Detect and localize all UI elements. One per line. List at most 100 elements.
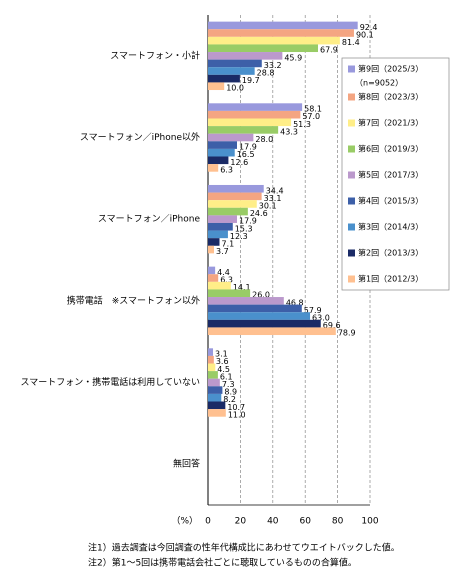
bar xyxy=(208,67,255,75)
bar xyxy=(208,312,311,320)
legend-swatch xyxy=(348,171,355,179)
value-label: 43.3 xyxy=(280,127,298,136)
value-label: 30.1 xyxy=(259,201,277,210)
bar xyxy=(208,401,226,410)
value-label: 34.4 xyxy=(266,186,284,195)
x-tick-label: 40 xyxy=(267,517,279,527)
value-label: 3.6 xyxy=(216,357,229,366)
legend-label: 第1回（2012/3） xyxy=(358,274,423,284)
bar xyxy=(208,304,302,313)
bar xyxy=(208,74,240,83)
value-label: 46.8 xyxy=(286,298,304,307)
value-label: 4.4 xyxy=(217,268,230,277)
bar xyxy=(208,103,303,111)
bar xyxy=(208,289,251,298)
legend-swatch xyxy=(348,65,355,73)
category-label: 無回答 xyxy=(173,458,200,470)
value-label: 12.6 xyxy=(230,158,248,167)
bar xyxy=(208,348,214,356)
value-label: 14.1 xyxy=(233,283,251,292)
value-label: 7.3 xyxy=(222,380,235,389)
value-label: 17.9 xyxy=(239,143,257,152)
bar xyxy=(208,297,284,305)
value-label: 33.2 xyxy=(264,61,282,70)
legend-swatch xyxy=(348,93,355,101)
category-label: スマートフォン・携帯電話は利用していない xyxy=(21,376,200,388)
bar xyxy=(208,36,340,45)
legend-box xyxy=(341,57,450,291)
value-label: 51.3 xyxy=(293,120,311,129)
category-label: 携帯電話 ※スマートフォン以外 xyxy=(67,294,200,306)
x-tick-label: 20 xyxy=(235,517,247,527)
value-label: 16.5 xyxy=(237,150,255,159)
value-label: 58.1 xyxy=(304,105,322,114)
bar xyxy=(208,141,237,149)
value-label: 6.3 xyxy=(220,276,233,285)
x-unit: （%） xyxy=(171,516,198,527)
x-tick-label: 80 xyxy=(332,517,344,527)
legend-swatch xyxy=(348,145,355,153)
category-label: スマートフォン／iPhone xyxy=(98,214,201,225)
bar xyxy=(208,378,220,387)
bar xyxy=(208,133,254,142)
value-label: 90.1 xyxy=(356,31,374,40)
note: 注2）第1～5回は携帯電話会社ごとに聴取しているものの合算値。 xyxy=(88,557,357,569)
value-label: 7.1 xyxy=(222,239,235,248)
legend-label: 第9回（2025/3） xyxy=(358,64,423,74)
bar xyxy=(208,386,223,394)
bar xyxy=(208,126,279,134)
legend-swatch xyxy=(348,249,355,257)
legend-label: 第2回（2013/3） xyxy=(358,248,423,258)
value-label: 10.7 xyxy=(227,403,245,412)
bar xyxy=(208,82,225,91)
x-tick-label: 60 xyxy=(299,517,311,527)
bar xyxy=(208,274,219,282)
bar xyxy=(208,238,220,246)
value-label: 11.0 xyxy=(228,410,246,419)
bar xyxy=(208,355,214,364)
bar xyxy=(208,207,248,216)
bar xyxy=(208,266,216,275)
value-label: 57.9 xyxy=(304,306,322,315)
bar xyxy=(208,409,226,417)
bar xyxy=(208,52,283,60)
bar xyxy=(208,371,218,379)
value-label: 12.3 xyxy=(230,232,248,241)
legend-swatch xyxy=(348,275,355,283)
legend-label: 第3回（2014/3） xyxy=(358,222,423,232)
value-label: 63.0 xyxy=(312,314,330,323)
bar xyxy=(208,281,231,290)
bar xyxy=(208,327,336,336)
bar xyxy=(208,156,229,165)
x-tick-label: 0 xyxy=(205,517,211,527)
bar xyxy=(208,200,257,208)
legend-swatch xyxy=(348,223,355,231)
bar xyxy=(208,184,264,193)
value-label: 6.3 xyxy=(220,165,233,174)
value-label: 26.0 xyxy=(252,291,270,300)
bar xyxy=(208,148,235,157)
value-label: 6.1 xyxy=(220,372,233,381)
legend-label: 第7回（2021/3） xyxy=(358,118,423,128)
value-label: 67.9 xyxy=(320,46,338,55)
value-label: 10.0 xyxy=(226,84,244,93)
legend-swatch xyxy=(348,119,355,127)
bar xyxy=(208,21,358,30)
category-label: スマートフォン／iPhone以外 xyxy=(80,131,200,143)
bar xyxy=(208,245,214,254)
bar xyxy=(208,29,354,37)
bar xyxy=(208,192,262,201)
bar xyxy=(208,363,216,372)
bar xyxy=(208,319,321,328)
bar xyxy=(208,393,222,402)
value-label: 15.3 xyxy=(235,224,253,233)
value-label: 24.6 xyxy=(250,209,268,218)
value-label: 8.9 xyxy=(224,388,237,397)
bar xyxy=(208,59,262,68)
legend-label: 第8回（2023/3） xyxy=(358,92,423,102)
value-label: 45.9 xyxy=(284,53,302,62)
bar xyxy=(208,230,228,239)
bar xyxy=(208,222,233,231)
legend-label: 第6回（2019/3） xyxy=(358,144,423,154)
